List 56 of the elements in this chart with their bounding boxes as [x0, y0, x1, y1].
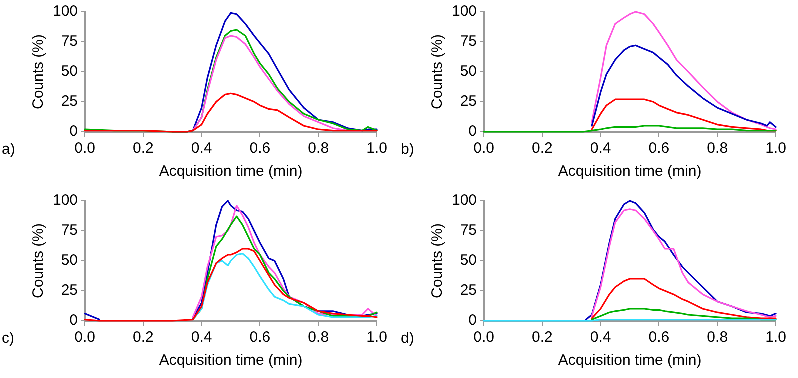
- x-tick-label: 0.6: [250, 140, 271, 158]
- y-tick-label: 100: [52, 3, 78, 20]
- y-tick-label: 75: [61, 222, 78, 240]
- x-tick-label: 0.4: [191, 140, 212, 158]
- y-tick-label: 100: [52, 192, 78, 210]
- x-tick-label: 0.0: [474, 140, 494, 158]
- x-tick-label: 1.0: [766, 140, 786, 158]
- x-tick-label: 1.0: [366, 329, 388, 346]
- y-axis-title: Counts (%): [429, 34, 446, 110]
- y-tick-label: 25: [460, 282, 478, 300]
- y-axis-title: Counts (%): [30, 34, 48, 110]
- y-tick-label: 25: [61, 282, 78, 300]
- y-tick-label: 50: [61, 252, 78, 270]
- x-tick-label: 0.6: [648, 329, 670, 346]
- y-tick-label: 0: [468, 123, 478, 140]
- y-tick-label: 100: [452, 3, 478, 20]
- x-axis-title: Acquisition time (min): [159, 163, 303, 180]
- y-tick-label: 0: [70, 312, 78, 330]
- y-axis-title: Counts (%): [30, 223, 48, 299]
- y-tick-label: 75: [460, 222, 478, 240]
- y-tick-label: 50: [61, 63, 78, 80]
- y-axis-title: Counts (%): [429, 223, 446, 299]
- y-tick-label: 0: [70, 123, 78, 140]
- text: a): [2, 141, 16, 158]
- x-tick-label: 0.4: [590, 329, 612, 346]
- y-tick-label: 50: [460, 63, 478, 80]
- x-tick-label: 0.6: [250, 329, 271, 346]
- x-tick-label: 0.8: [308, 329, 330, 346]
- x-tick-label: 0.2: [532, 140, 553, 158]
- x-tick-label: 0.8: [707, 329, 728, 346]
- x-tick-label: 0.4: [590, 140, 612, 158]
- x-axis-title: Acquisition time (min): [558, 352, 702, 370]
- y-tick-label: 25: [460, 93, 478, 110]
- x-tick-label: 0.0: [74, 329, 96, 346]
- x-tick-label: 1.0: [366, 140, 388, 158]
- x-tick-label: 0.2: [132, 140, 154, 158]
- x-tick-label: 0.2: [132, 329, 154, 346]
- x-tick-label: 0.8: [707, 140, 728, 158]
- x-tick-label: 0.6: [648, 140, 670, 158]
- x-axis-title: Acquisition time (min): [159, 352, 303, 370]
- y-tick-label: 0: [468, 312, 478, 330]
- text: c): [2, 330, 14, 348]
- y-tick-label: 75: [61, 33, 78, 50]
- y-tick-label: 100: [452, 192, 478, 210]
- y-tick-label: 75: [460, 33, 478, 50]
- text: d): [401, 330, 414, 348]
- x-tick-label: 0.8: [308, 140, 330, 158]
- x-tick-label: 0.0: [74, 140, 96, 158]
- x-tick-label: 0.0: [474, 329, 494, 346]
- y-tick-label: 50: [460, 252, 478, 270]
- y-tick-label: 25: [61, 93, 78, 110]
- x-axis-title: Acquisition time (min): [558, 163, 702, 180]
- x-tick-label: 0.2: [532, 329, 553, 346]
- x-tick-label: 0.4: [191, 329, 212, 346]
- text: b): [401, 141, 414, 158]
- x-tick-label: 1.0: [766, 329, 786, 346]
